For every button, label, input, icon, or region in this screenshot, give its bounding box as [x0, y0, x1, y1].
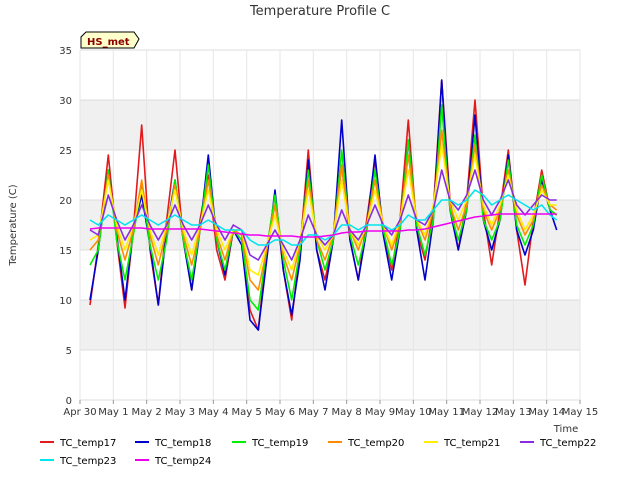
- legend-label: TC_temp20: [347, 438, 404, 449]
- y-tick-label: 15: [59, 246, 72, 257]
- y-tick-label: 0: [66, 396, 72, 407]
- legend-label: TC_temp21: [443, 438, 500, 449]
- x-tick-label: May 4: [198, 407, 228, 418]
- x-tick-label: May 14: [528, 407, 565, 418]
- x-axis-label: Time: [553, 424, 578, 435]
- x-tick-label: May 1: [98, 407, 128, 418]
- y-axis-ticks: 0 5 10 15 20 25 30 35: [59, 46, 72, 407]
- legend-label: TC_temp23: [59, 456, 116, 467]
- legend: TC_temp17 TC_temp18 TC_temp19 TC_temp20 TC_t…: [40, 438, 596, 467]
- x-tick-label: May 3: [165, 407, 195, 418]
- series-line-tc-temp24: [89, 213, 557, 238]
- x-tick-label: May 9: [365, 407, 395, 418]
- chart-title: Temperature Profile C: [249, 4, 390, 19]
- grid-band: [80, 100, 580, 150]
- x-tick-label: May 2: [132, 407, 162, 418]
- legend-label: TC_temp22: [539, 438, 596, 449]
- hs-met-badge: HS_met: [80, 31, 140, 49]
- x-tick-label: May 13: [495, 407, 532, 418]
- x-tick-label: Apr 30: [63, 407, 96, 418]
- y-tick-label: 10: [59, 296, 72, 307]
- grid-band: [80, 150, 580, 200]
- y-tick-label: 35: [59, 46, 72, 57]
- plot-background-bands: [80, 50, 580, 400]
- x-tick-label: May 6: [265, 407, 295, 418]
- grid-band: [80, 300, 580, 350]
- x-tick-label: May 12: [462, 407, 499, 418]
- badge-label: HS_met: [87, 37, 130, 48]
- y-tick-label: 30: [59, 96, 72, 107]
- legend-label: TC_temp24: [154, 456, 211, 467]
- y-tick-label: 25: [59, 146, 72, 157]
- grid-band: [80, 50, 580, 100]
- x-axis-ticks: Apr 30 May 1 May 2 May 3 May 4 May 5 May 6 May …: [63, 400, 598, 418]
- badge-shape: [80, 31, 140, 49]
- y-tick-label: 20: [59, 196, 72, 207]
- x-tick-label: May 10: [395, 407, 432, 418]
- y-tick-label: 5: [66, 346, 72, 357]
- series-lines: [89, 79, 558, 331]
- x-tick-label: May 8: [332, 407, 362, 418]
- grid-band: [80, 350, 580, 400]
- legend-label: TC_temp19: [251, 438, 308, 449]
- series-line-tc-temp23: [89, 189, 558, 246]
- x-tick-label: May 7: [298, 407, 328, 418]
- y-axis-label: Temperature (C): [8, 184, 19, 266]
- series-line-tc-temp17: [89, 79, 558, 331]
- x-tick-label: May 5: [232, 407, 262, 418]
- x-tick-label: May 11: [428, 407, 465, 418]
- legend-label: TC_temp18: [154, 438, 211, 449]
- legend-label: TC_temp17: [59, 438, 116, 449]
- x-tick-label: May 15: [562, 407, 599, 418]
